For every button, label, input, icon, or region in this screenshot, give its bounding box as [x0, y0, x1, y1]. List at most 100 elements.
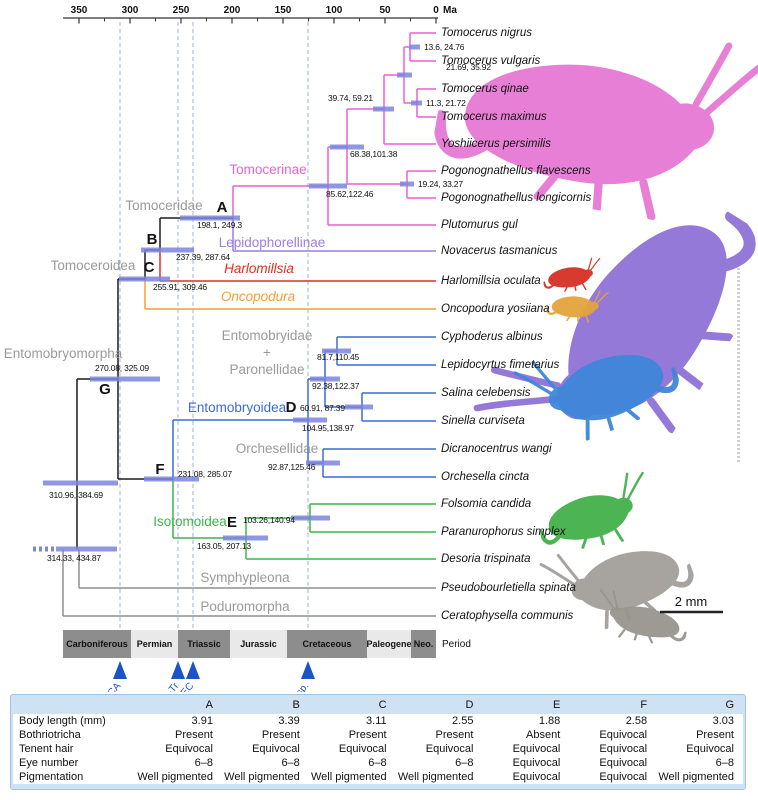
- period-name: Paleogene: [366, 639, 412, 649]
- node-age-bar: [141, 247, 194, 253]
- table-cell: Well pigmented: [137, 771, 213, 783]
- node-interval-label: 60.91, 87.39: [300, 403, 345, 413]
- tip-label: Tomocerus nigrus: [441, 27, 532, 39]
- node-age-bar: [330, 144, 364, 150]
- event-label: EC: [179, 681, 196, 692]
- tip-label: Tomocerus vulgaris: [441, 55, 541, 67]
- node-age-bar: [180, 215, 240, 221]
- clade-label-orchesellidae: Orchesellidae: [236, 441, 319, 456]
- node-interval-label: 104.95,138.97: [302, 423, 354, 433]
- table-cell: Equivocal: [338, 743, 387, 755]
- table-corner-cell: [13, 697, 135, 714]
- table-cell: Absent: [526, 729, 561, 741]
- node-interval-label: 92.38,122.37: [312, 381, 360, 391]
- node-age-bar: [56, 546, 117, 552]
- table-cell: 6–8: [281, 757, 300, 769]
- node-interval-label: 11.3, 21.72: [426, 98, 466, 108]
- node-interval-label: 39.74, 59.21: [328, 93, 373, 103]
- table-cell: Present: [696, 729, 734, 741]
- node-age-bar: [306, 460, 340, 466]
- table-row-label: Bothriotricha: [19, 729, 81, 741]
- node-letter-C: C: [144, 259, 155, 276]
- tip-label: Ceratophysella communis: [441, 610, 574, 622]
- clade-label-tomoceroidea: Tomoceroidea: [51, 258, 136, 273]
- node-age-bar: [43, 480, 118, 486]
- axis-tick-label: 0: [433, 5, 439, 16]
- tip-label: Orchesella cincta: [441, 471, 529, 483]
- table-column-header: C: [378, 699, 387, 711]
- tip-label: Sinella curviseta: [441, 415, 525, 427]
- tip-label: Harlomillsia oculata: [441, 275, 541, 287]
- table-cell: Equivocal: [165, 743, 213, 755]
- table-cell: 3.11: [366, 715, 387, 727]
- table-cell: Well pigmented: [224, 771, 300, 783]
- scale-bar: 2 mm: [660, 594, 723, 614]
- table-cell: Equivocal: [599, 743, 648, 755]
- table-column-header: A: [205, 699, 213, 711]
- node-interval-label: 270.08, 325.09: [95, 363, 149, 373]
- node-age-bars: [33, 44, 422, 552]
- clade-label-tomoceridae: Tomoceridae: [125, 198, 202, 213]
- trait-table: A B C D E F G Body length (mm) 3.91 3.39 3.11 2.55 1…: [13, 697, 743, 784]
- phylogeny-svg: 350 300 250 200 150 100 50 0 Ma 13.6, 24.76 21.69…: [4, 0, 758, 703]
- node-age-bar: [309, 183, 347, 189]
- clade-label-entomobryidae: Entomobryidae: [222, 328, 313, 343]
- tip-label: Pogonognathellus longicornis: [441, 192, 591, 204]
- tip-label: Pseudobourletiella spinata: [441, 582, 576, 594]
- vertical-watermark: [737, 268, 740, 464]
- table-cell: Present: [175, 729, 213, 741]
- event-label: P-Tr: [161, 680, 182, 692]
- table-row: Body length (mm) 3.91 3.39 3.11 2.55 1.88 2.58…: [13, 714, 743, 728]
- tip-label: Pogonognathellus flavescens: [441, 165, 591, 177]
- tip-label: Plutomurus gul: [441, 219, 518, 231]
- table-row-label: Eye number: [19, 757, 79, 769]
- table-cell: Equivocal: [599, 771, 648, 783]
- tip-label: Novacerus tasmanicus: [441, 245, 558, 257]
- event-arrow-icon: [171, 661, 185, 679]
- table-cell: Equivocal: [599, 757, 648, 769]
- node-age-bar: [310, 376, 340, 382]
- node-age-bar: [345, 404, 373, 410]
- table-cell: 2.58: [625, 715, 648, 727]
- table-cell: Equivocal: [599, 729, 648, 741]
- node-interval-label: 163.05, 207.13: [197, 541, 251, 551]
- table-column-header: G: [725, 699, 734, 711]
- table-cell: Equivocal: [686, 743, 734, 755]
- table-cell: 3.91: [191, 715, 213, 727]
- table-cell: 6–8: [455, 757, 474, 769]
- period-segment: Triassic: [178, 630, 230, 658]
- node-age-bar: [409, 44, 420, 50]
- node-interval-label: 198.1, 249.3: [197, 220, 242, 230]
- node-age-bar: [144, 476, 199, 482]
- table-cell: Equivocal: [512, 757, 561, 769]
- clade-label-harlomillsia: Harlomillsia: [224, 261, 294, 276]
- clade-label-paronellidae: Paronellidae: [229, 362, 304, 377]
- time-guides: [119, 22, 309, 630]
- axis-tick-label: 350: [71, 5, 88, 16]
- period-segment: Cretaceous: [287, 630, 367, 658]
- table-column-header: B: [292, 699, 300, 711]
- clade-label-tomocerinae: Tomocerinae: [229, 162, 306, 177]
- node-letter-F: F: [155, 461, 164, 478]
- clade-label-symphypleona: Symphypleona: [200, 570, 290, 585]
- tip-label: Paranurophorus simplex: [441, 526, 567, 538]
- node-age-bar: [293, 417, 327, 423]
- node-interval-label: 231.08, 285.07: [178, 469, 232, 479]
- clade-label-plus: +: [263, 345, 271, 360]
- node-letter-E: E: [227, 514, 237, 531]
- table-cell: Equivocal: [252, 743, 300, 755]
- axis-tick-label: 150: [275, 5, 292, 16]
- event-arrow-icon: [186, 661, 200, 679]
- node-interval-label: 310.96, 384.69: [49, 490, 103, 500]
- time-axis: 350 300 250 200 150 100 50 0 Ma: [63, 5, 457, 24]
- node-interval-label: 237.39, 287.64: [176, 252, 230, 262]
- clade-label-isotomoidea: Isotomoidea: [153, 514, 227, 529]
- table-cell: 1.88: [538, 715, 561, 727]
- table-cell: 6–8: [194, 757, 213, 769]
- tip-label: Yoshiicerus persimilis: [441, 138, 551, 150]
- axis-tick-label: 250: [173, 5, 190, 16]
- scale-bar-label: 2 mm: [675, 594, 708, 609]
- table-column-header: E: [552, 699, 561, 711]
- period-segment: Carboniferous: [63, 630, 131, 658]
- node-age-bar: [223, 535, 268, 541]
